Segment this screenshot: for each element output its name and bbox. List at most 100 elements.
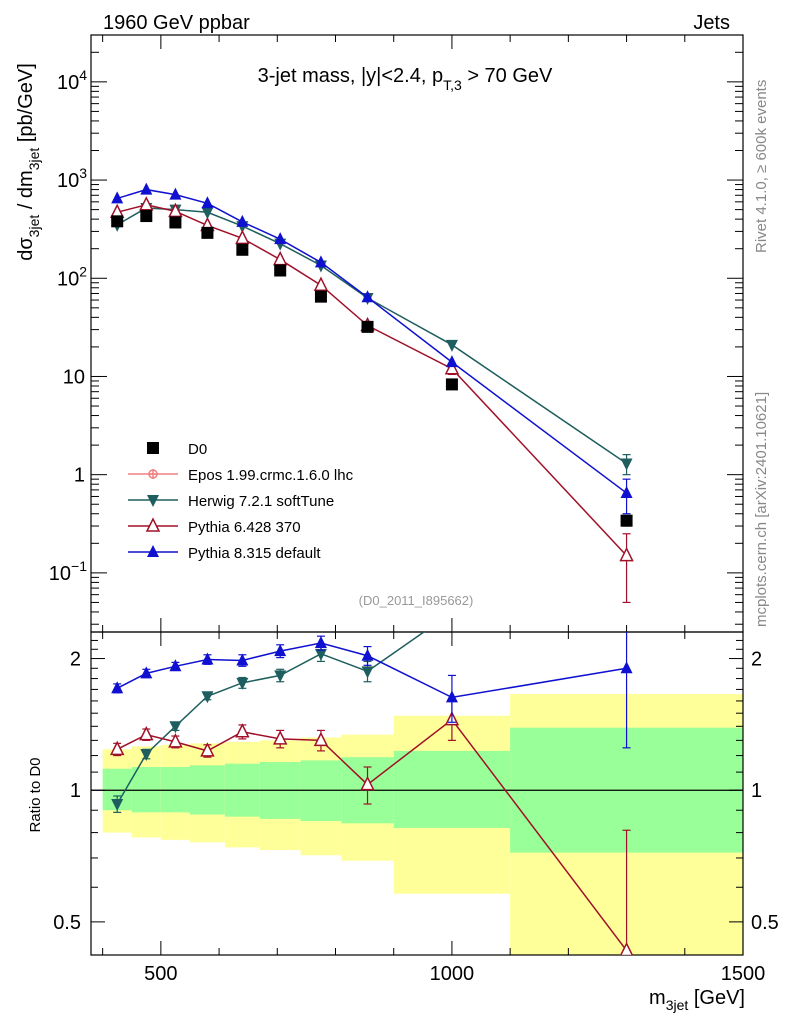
ratio-ytick-label-1: 1 (70, 780, 81, 802)
ratio-ytick-label-2: 2 (70, 649, 81, 671)
series-herwig (111, 202, 633, 476)
series-data-point-9 (620, 514, 633, 527)
series-pythia8-point-4 (236, 214, 249, 227)
header-energy-label: 1960 GeV ppbar (103, 12, 250, 34)
main-plot-frame (90, 34, 744, 633)
ratio-series-pythia8-point-8 (445, 690, 458, 703)
main-ytick-label-5: 104 (57, 67, 87, 94)
ratio-series-herwig-point-6 (314, 648, 327, 661)
ratio-series-pythia6-line (116, 718, 628, 951)
series-herwig-point-3 (201, 207, 214, 220)
ratio-series-herwig-point-5 (274, 670, 287, 683)
legend-marker-herwig (147, 495, 159, 507)
series-data (111, 210, 633, 527)
legend-entry-pythia8: Pythia 8.315 default (128, 545, 321, 562)
main-ytick-label-4: 103 (57, 165, 87, 192)
ratio-series-herwig-point-1 (140, 749, 153, 762)
ratio-ytick-label-right-0: 0.5 (751, 912, 779, 934)
ratio-series-pythia8-point-3 (201, 652, 214, 665)
series-pythia6-line (117, 204, 628, 557)
legend-entry-herwig: Herwig 7.2.1 softTune (128, 493, 334, 510)
ratio-series-pythia8-point-5 (274, 644, 287, 657)
series-pythia6-point-1 (139, 196, 154, 211)
ratio-series-herwig-point-0 (111, 798, 124, 811)
ratio-series-pythia8-point-4 (236, 653, 249, 666)
ratio-plot-frame (90, 631, 744, 956)
series-pythia8-point-9 (620, 486, 633, 499)
ratio-series-pythia6-point-1 (139, 725, 154, 741)
ratio-y-axis-label: Ratio to D0 (27, 757, 44, 832)
series-pythia8-point-5 (274, 232, 287, 245)
ratio-uncertainty-bands (102, 693, 743, 955)
ratio-series-pythia8-point-7 (361, 648, 374, 661)
main-plot-axes: 10−1 1 10 102 103 104 (49, 34, 744, 633)
legend-label-pythia6: Pythia 6.428 370 (188, 519, 301, 536)
legend-entry-epos: Epos 1.99.crmc.1.6.0 lhc (128, 467, 354, 484)
series-pythia6-point-8 (444, 360, 460, 375)
series-pythia8-point-8 (445, 355, 458, 368)
legend: D0 Epos 1.99.crmc.1.6.0 lhc Herwig 7.2.1 s… (128, 441, 354, 562)
series-herwig-point-9 (620, 458, 633, 471)
series-data-point-5 (274, 264, 287, 277)
legend-label-herwig: Herwig 7.2.1 softTune (188, 493, 334, 510)
band-inner-8 (393, 750, 511, 828)
ratio-ytick-label-0: 0.5 (53, 912, 81, 934)
series-data-point-0 (111, 215, 124, 228)
legend-entry-pythia6: Pythia 6.428 370 (128, 517, 301, 536)
legend-marker-pythia6 (145, 517, 161, 532)
ratio-series-pythia8-point-1 (140, 666, 153, 679)
series-pythia8-point-0 (111, 191, 124, 204)
series-pythia8-point-1 (140, 182, 153, 195)
series-data-point-7 (361, 320, 374, 333)
ratio-series-herwig-point-4 (236, 677, 249, 690)
series-data-point-6 (314, 290, 327, 303)
mcplots-url-label: mcplots.cern.ch [arXiv:2401.10621] (753, 391, 770, 627)
ratio-series-herwig-point-7 (361, 666, 374, 679)
series-data-point-8 (445, 378, 458, 391)
ratio-series-pythia8-line (116, 642, 627, 699)
ratio-series-pythia6-point-7 (360, 775, 375, 791)
series-data-point-4 (236, 243, 249, 256)
xtick-label-2: 1500 (721, 963, 766, 985)
series-pythia6-point-2 (168, 202, 183, 218)
ratio-series-pythia6-point-3 (200, 742, 215, 757)
ratio-series-herwig-point-3 (201, 691, 214, 704)
series-data-point-1 (140, 210, 153, 223)
legend-label-pythia8: Pythia 8.315 default (188, 545, 321, 562)
main-ytick-label-1: 1 (74, 465, 85, 487)
main-plot-series (109, 182, 634, 604)
rivet-version-label: Rivet 4.1.0, ≥ 600k events (753, 79, 770, 253)
ratio-ytick-label-right-1: 1 (751, 780, 762, 802)
plot-title: 3-jet mass, |y|<2.4, pT,3 > 70 GeV (258, 65, 553, 93)
legend-label-epos: Epos 1.99.crmc.1.6.0 lhc (188, 467, 354, 484)
header-category-label: Jets (693, 12, 730, 34)
series-pythia8 (111, 182, 633, 515)
legend-marker-data (147, 442, 159, 454)
series-herwig-point-8 (445, 339, 458, 352)
series-pythia6 (109, 196, 634, 604)
series-pythia6-point-4 (235, 229, 250, 245)
ratio-series-pythia6-point-2 (168, 733, 183, 748)
series-pythia6-point-9 (619, 546, 634, 562)
ratio-series-pythia6-point-5 (272, 730, 288, 745)
ratio-series-pythia8-point-0 (111, 681, 124, 694)
series-data-point-3 (201, 226, 214, 239)
series-pythia6-point-6 (313, 276, 329, 291)
ratio-series-pythia8-point-9 (620, 661, 633, 674)
main-ytick-label-0: 10−1 (49, 558, 87, 585)
ratio-series-herwig-line (116, 632, 426, 805)
y-axis-label: dσ3jet / dm3jet [pb/GeV] (15, 63, 42, 261)
ratio-series-pythia8-point-6 (314, 636, 327, 649)
series-pythia8-point-2 (169, 187, 182, 200)
series-herwig-line (116, 207, 627, 465)
xtick-label-1: 1000 (430, 963, 475, 985)
legend-label-data: D0 (188, 441, 207, 458)
series-pythia6-point-5 (272, 250, 288, 266)
legend-entry-data: D0 (147, 441, 207, 458)
x-axis-label: m3jet [GeV] (649, 987, 745, 1013)
series-pythia8-point-6 (314, 255, 327, 268)
series-data-point-2 (169, 216, 182, 229)
ratio-series-pythia8 (111, 632, 633, 749)
ratio-series-pythia6-point-0 (109, 740, 125, 756)
